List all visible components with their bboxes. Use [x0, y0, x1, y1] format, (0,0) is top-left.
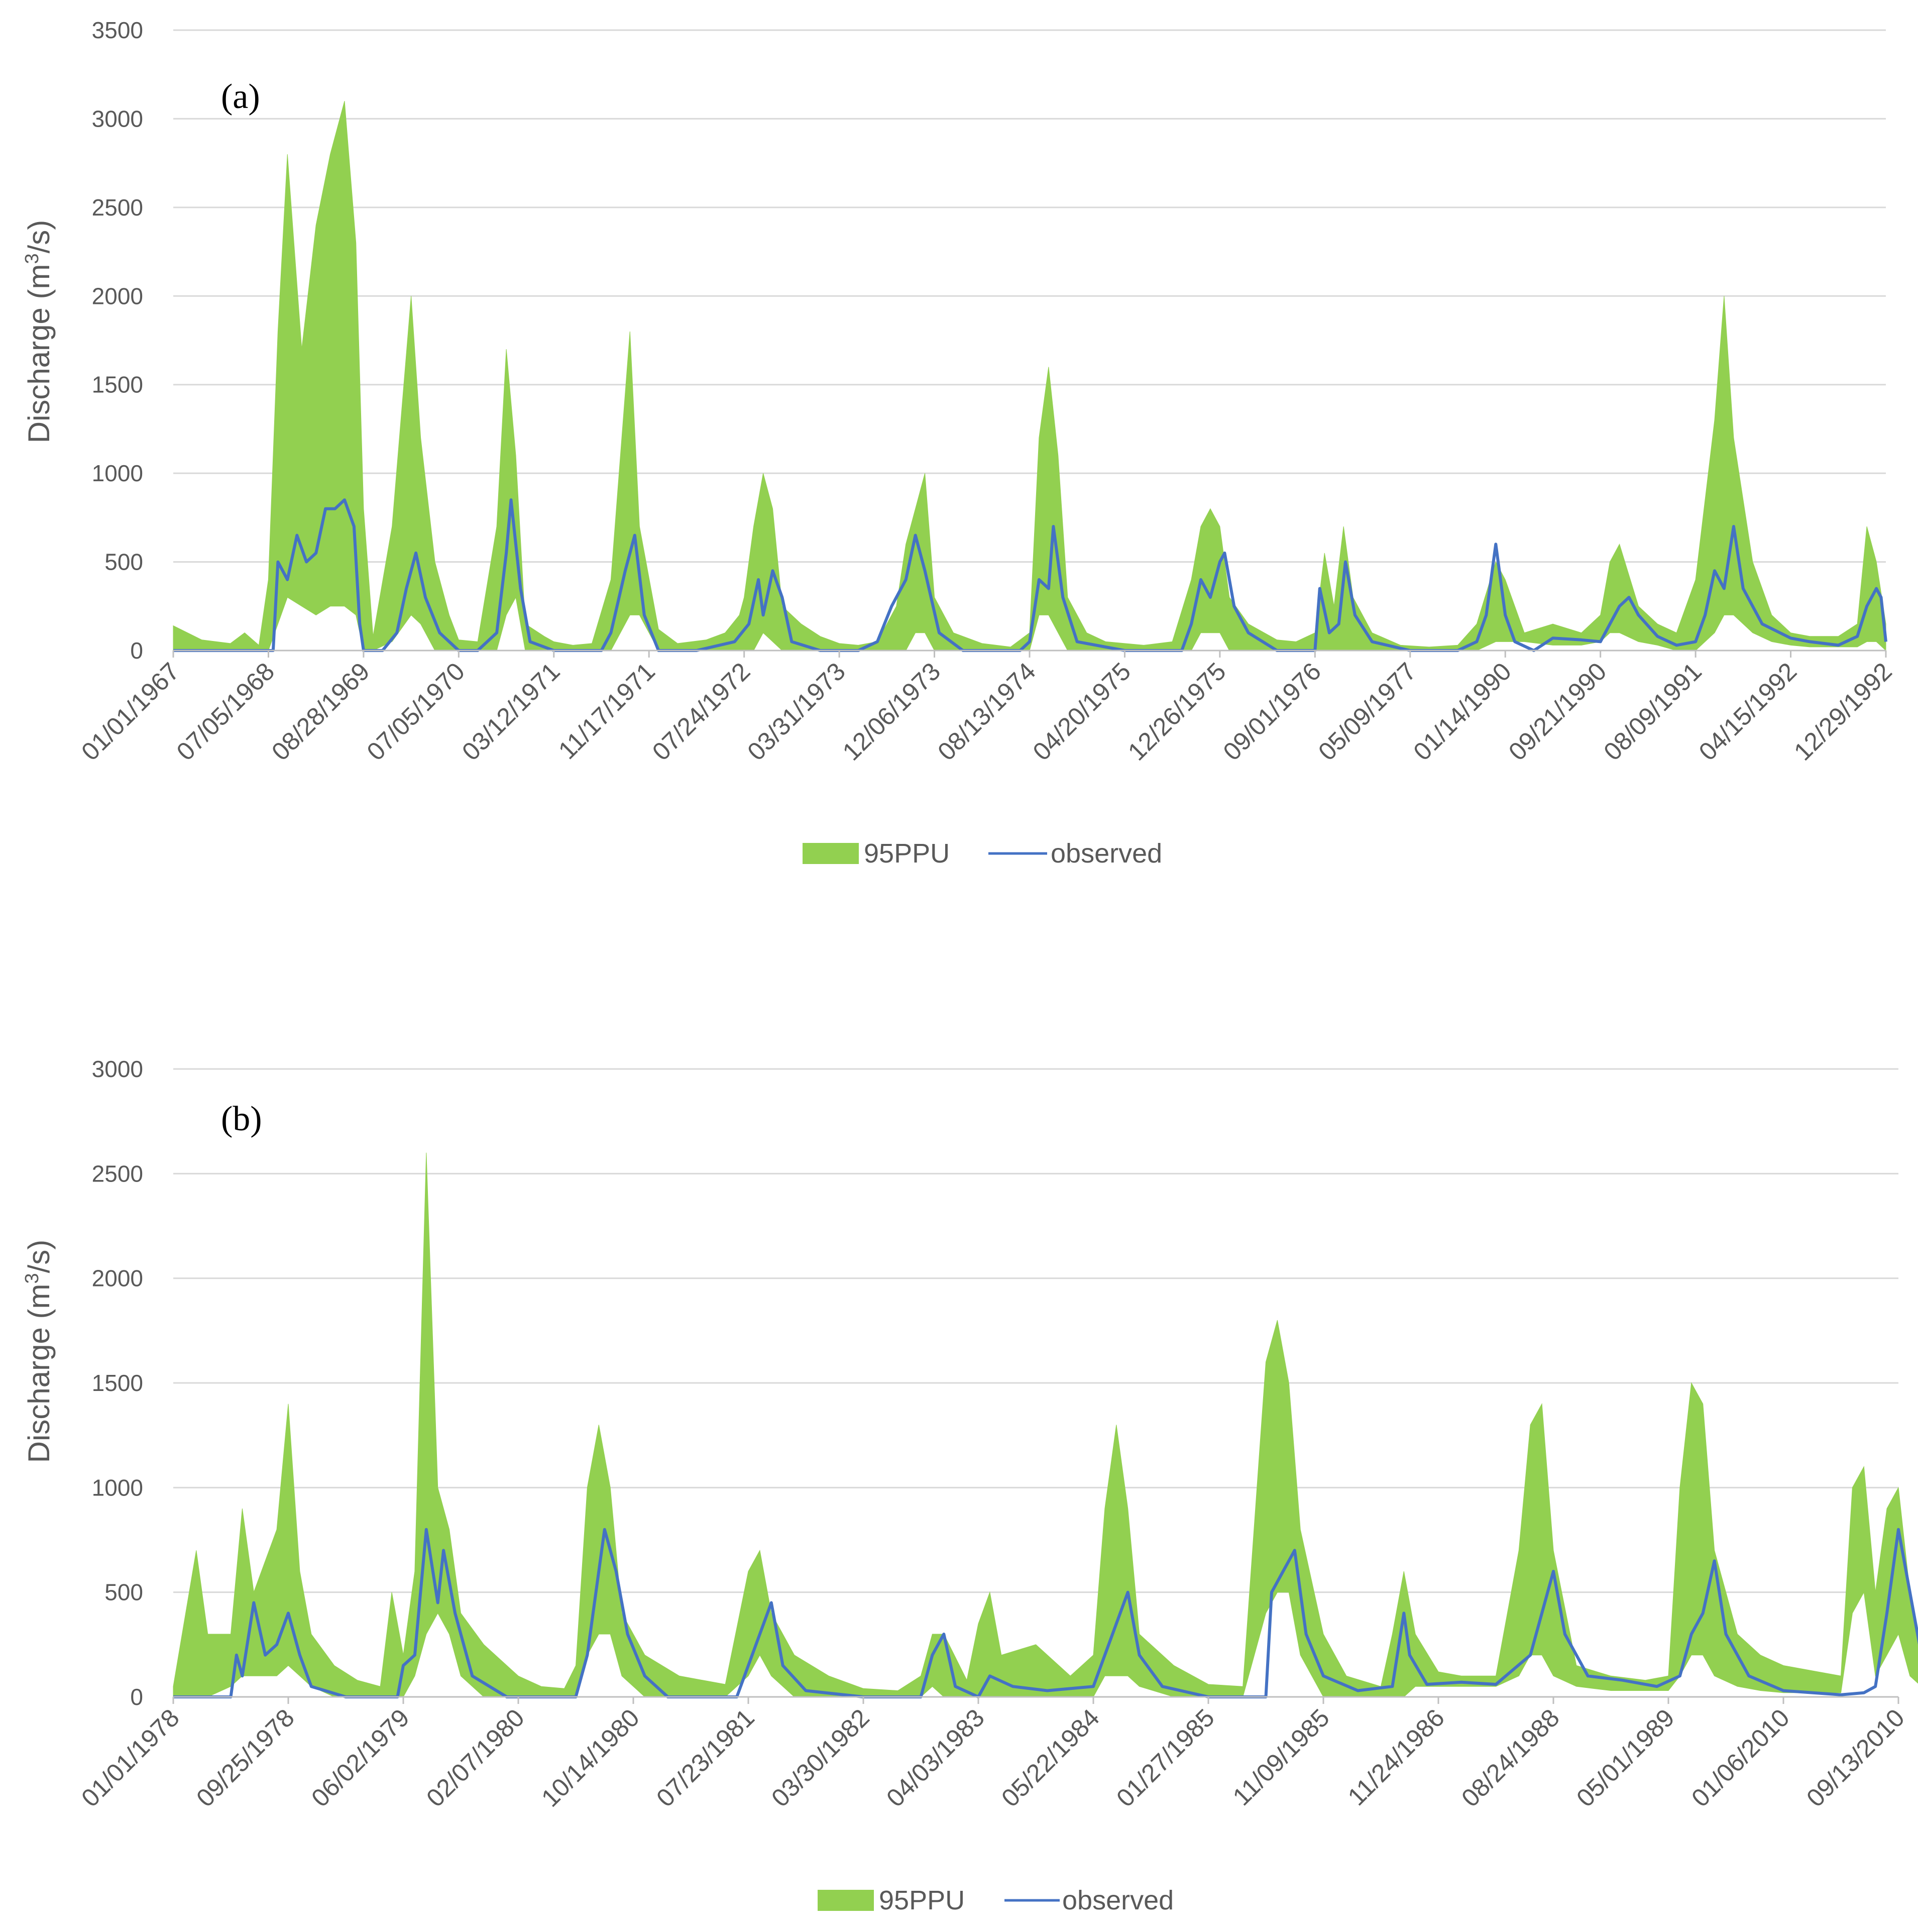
y-tick-label: 2500	[92, 1160, 143, 1187]
panel-label: (b)	[221, 1100, 262, 1138]
y-tick-label: 3500	[92, 17, 143, 43]
y-gridlines	[173, 29, 1886, 563]
legend: 95PPU observed	[803, 838, 1162, 869]
legend-swatch-95ppu	[818, 1890, 874, 1911]
y-tick-label: 1000	[92, 460, 143, 486]
legend-label-95ppu: 95PPU	[879, 1885, 965, 1915]
panel-label: (a)	[221, 77, 260, 116]
observed-series	[173, 1528, 1918, 1698]
legend-label-observed: observed	[1062, 1885, 1174, 1915]
x-axis	[172, 650, 1887, 658]
y-axis-label: Discharge (m3/s)	[22, 1240, 56, 1463]
legend-label-95ppu: 95PPU	[864, 838, 950, 869]
y-tick-label: 0	[130, 1684, 143, 1710]
y-tick-label: 1000	[92, 1474, 143, 1500]
y-tick-label: 0	[130, 637, 143, 664]
y-tick-label: 1500	[92, 372, 143, 398]
legend-label-observed: observed	[1051, 838, 1162, 869]
y-tick-label: 3000	[92, 105, 143, 132]
x-axis	[172, 1696, 1899, 1704]
legend: 95PPU observed	[818, 1885, 1174, 1915]
y-tick-label: 2000	[92, 1265, 143, 1292]
y-gridlines	[173, 1068, 1898, 1593]
y-tick-label: 1500	[92, 1370, 143, 1396]
y-axis-label: Discharge (m3/s)	[22, 220, 56, 444]
y-tick-label: 500	[104, 549, 143, 575]
y-tick-labels: 0 500 1000 1500 2000 2500 3000	[92, 1056, 143, 1710]
observed-series	[173, 498, 1887, 652]
y-tick-label: 3000	[92, 1056, 143, 1082]
observed-line	[173, 1528, 1918, 1698]
observed-line	[173, 498, 1887, 652]
y-tick-labels: 0 500 1000 1500 2000 2500 3000 3500	[92, 17, 143, 664]
legend-swatch-95ppu	[803, 843, 859, 864]
y-tick-label: 500	[104, 1579, 143, 1605]
y-tick-label: 2500	[92, 194, 143, 221]
y-tick-label: 2000	[92, 283, 143, 309]
